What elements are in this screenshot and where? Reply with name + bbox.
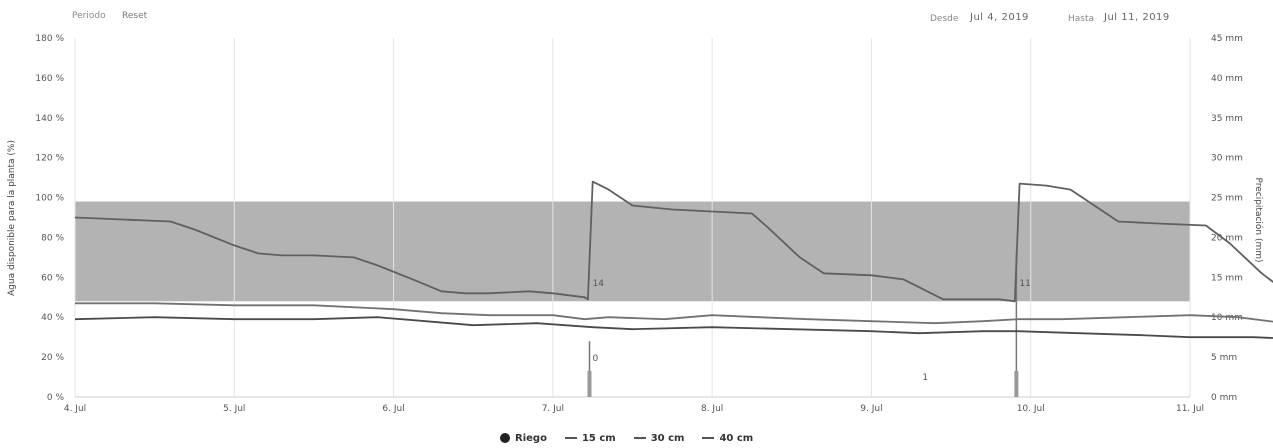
x-tick-label: 7. Jul [542, 404, 564, 414]
series-line-15cm[interactable] [74, 174, 1273, 303]
y-tick-label: 20 % [41, 353, 64, 363]
y-tick-label: 80 % [41, 233, 64, 243]
y2-tick-label: 30 mm [1211, 154, 1243, 164]
legend-label: 40 cm [719, 432, 754, 444]
y-tick-label: 160 % [35, 74, 64, 84]
legend-label: 30 cm [650, 432, 685, 444]
to-label: Hasta [1068, 14, 1095, 24]
x-tick-label: 5. Jul [223, 404, 245, 414]
irrigation-label: 11 [1019, 279, 1030, 289]
x-tick-label: 6. Jul [382, 404, 404, 414]
legend-item-40cm[interactable]: 40 cm [702, 433, 753, 444]
y2-tick-label: 0 mm [1211, 393, 1237, 403]
annotation-label: 1 [922, 373, 928, 383]
period-button[interactable]: Periodo [72, 11, 106, 21]
y-tick-label: 100 % [35, 194, 64, 204]
reset-button[interactable]: Reset [122, 11, 148, 21]
y-tick-label: 0 % [47, 393, 65, 403]
y2-tick-label: 35 mm [1211, 114, 1243, 124]
legend-label: Riego [515, 432, 547, 444]
x-tick-label: 4. Jul [64, 404, 86, 414]
x-tick-label: 9. Jul [860, 404, 882, 414]
x-tick-label: 8. Jul [701, 404, 723, 414]
irrigation-bar-base [587, 371, 592, 397]
optimal-range-band [75, 201, 1190, 302]
from-label: Desde [930, 14, 959, 24]
y-axis-title: Agua disponible para la planta (%) [7, 140, 17, 296]
y2-tick-label: 5 mm [1211, 353, 1237, 363]
y2-tick-label: 20 mm [1211, 233, 1243, 243]
y2-tick-label: 15 mm [1211, 273, 1243, 283]
y-tick-label: 180 % [35, 34, 64, 44]
legend: Riego 15 cm 30 cm 40 cm [500, 431, 780, 445]
y-tick-label: 120 % [35, 154, 64, 164]
y2-axis-ticks: 0 mm 5 mm 10 mm 15 mm 20 mm 25 mm 30 mm 35 mm 40… [1211, 34, 1243, 403]
riego-dot-icon [500, 433, 510, 443]
line-40cm-icon [702, 437, 715, 439]
y-tick-label: 60 % [41, 273, 64, 283]
irrigation-label: 14 [592, 279, 604, 289]
series-line-30cm[interactable] [75, 302, 1273, 325]
legend-item-riego[interactable]: Riego [500, 433, 547, 444]
x-tick-label: 11. Jul [1176, 404, 1204, 414]
series-line-40cm[interactable] [74, 316, 1273, 339]
series-lines [74, 174, 1273, 339]
legend-item-15cm[interactable]: 15 cm [564, 432, 616, 444]
y2-tick-label: 10 mm [1211, 313, 1243, 323]
y-tick-label: 40 % [41, 313, 64, 323]
y2-axis-title: Precipitación (mm) [1253, 177, 1264, 262]
y2-tick-label: 25 mm [1211, 194, 1243, 204]
to-date-input[interactable]: Jul 11, 2019 [1104, 12, 1170, 23]
legend-item-30cm[interactable]: 30 cm [633, 432, 685, 444]
y-tick-label: 140 % [35, 114, 64, 124]
annotations: 1 [922, 373, 928, 383]
y-axis-ticks: 0 % 20 % 40 % 60 % 80 % 100 % 120 % 140 % 160 % 1… [35, 34, 64, 403]
irrigation-label: 0 [592, 354, 598, 364]
y2-tick-label: 40 mm [1211, 74, 1243, 84]
line-15cm-icon [564, 437, 577, 439]
x-tick-label: 10. Jul [1017, 404, 1045, 414]
irrigation-bar-base [1014, 371, 1019, 397]
y2-tick-label: 45 mm [1211, 34, 1243, 44]
line-30cm-icon [633, 437, 646, 439]
x-axis-ticks: 4. Jul 5. Jul 6. Jul 7. Jul 8. Jul 9. Jul 10. … [64, 404, 1204, 414]
from-date-input[interactable]: Jul 4, 2019 [970, 12, 1029, 23]
legend-label: 15 cm [581, 432, 616, 444]
